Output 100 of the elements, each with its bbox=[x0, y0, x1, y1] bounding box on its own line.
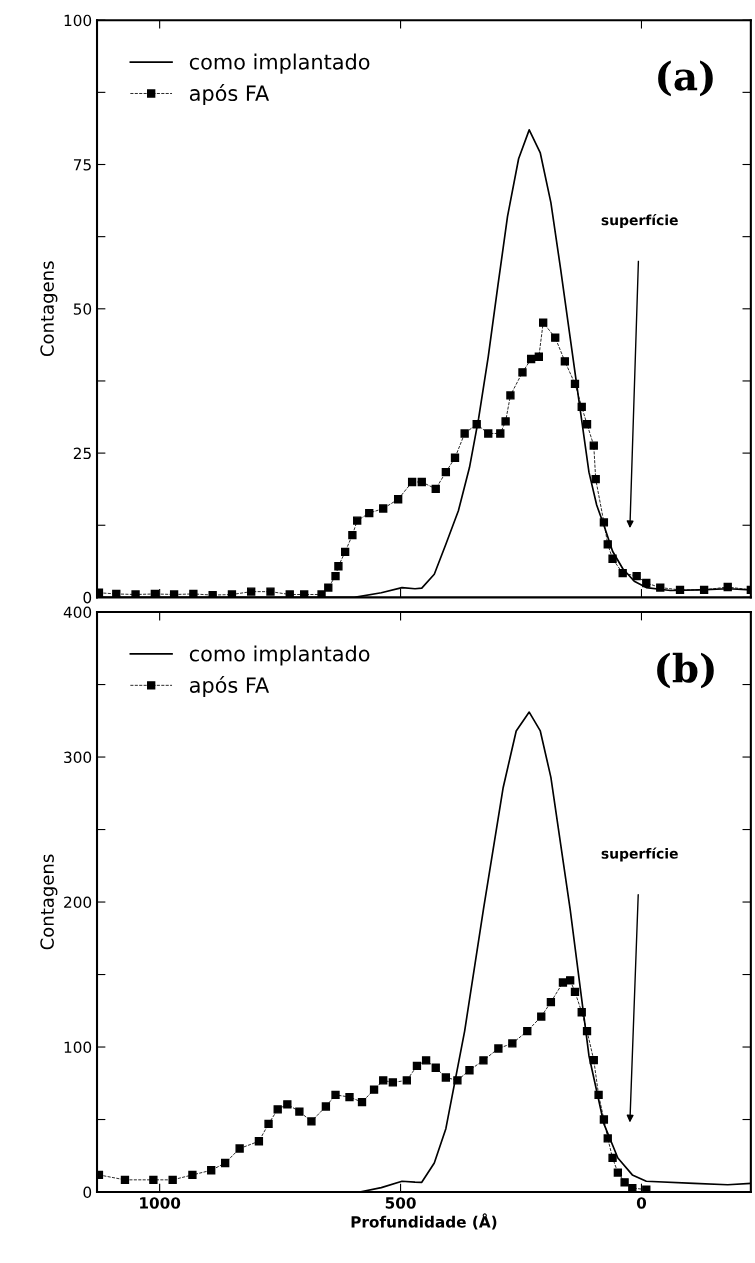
y-tick-label: 100 bbox=[64, 14, 92, 27]
point bbox=[254, 1137, 264, 1146]
point bbox=[594, 1090, 603, 1100]
point bbox=[613, 1168, 623, 1177]
y-tick-label: 300 bbox=[64, 751, 92, 764]
point bbox=[570, 379, 580, 389]
point bbox=[307, 1117, 316, 1126]
point bbox=[345, 1092, 354, 1102]
point bbox=[149, 1175, 158, 1185]
point bbox=[537, 1012, 546, 1021]
point bbox=[501, 417, 510, 426]
point bbox=[120, 1175, 130, 1185]
legend-label: após FA bbox=[189, 675, 270, 697]
point bbox=[431, 484, 440, 494]
y-tick-label: 75 bbox=[73, 159, 91, 171]
point bbox=[479, 1056, 488, 1065]
point bbox=[340, 547, 350, 556]
y-tick-label: 200 bbox=[64, 896, 92, 909]
point bbox=[632, 571, 641, 581]
point bbox=[453, 1076, 462, 1085]
point bbox=[558, 978, 568, 987]
point bbox=[484, 429, 493, 438]
point bbox=[221, 1158, 230, 1168]
point bbox=[450, 453, 460, 462]
y-axis-title: Contagens bbox=[40, 261, 58, 357]
point bbox=[407, 477, 417, 487]
y-tick-label: 0 bbox=[83, 591, 92, 604]
x-tick-label: 500 bbox=[385, 1197, 416, 1209]
point bbox=[168, 1175, 177, 1185]
point bbox=[589, 1055, 598, 1065]
point bbox=[546, 997, 556, 1007]
point bbox=[508, 1039, 517, 1048]
annotation: superfície bbox=[601, 214, 678, 228]
point bbox=[551, 333, 560, 342]
point bbox=[465, 1066, 474, 1075]
point bbox=[506, 391, 515, 400]
point bbox=[379, 504, 388, 513]
point bbox=[599, 518, 609, 527]
point bbox=[379, 1076, 388, 1085]
point bbox=[388, 1078, 398, 1087]
legend-label: como implantado bbox=[189, 645, 370, 666]
point bbox=[539, 318, 548, 327]
y-tick-label: 0 bbox=[83, 1186, 92, 1199]
point bbox=[369, 1085, 379, 1094]
point bbox=[518, 368, 527, 377]
point bbox=[723, 582, 732, 592]
point bbox=[582, 1026, 592, 1036]
point bbox=[334, 562, 343, 571]
legend-label: após FA bbox=[189, 84, 270, 106]
point bbox=[295, 1107, 304, 1116]
point bbox=[608, 1153, 617, 1163]
y-tick-label: 25 bbox=[73, 447, 91, 460]
point bbox=[603, 1134, 612, 1143]
point bbox=[441, 467, 451, 477]
y-tick-label: 400 bbox=[63, 606, 92, 619]
point bbox=[357, 1097, 367, 1107]
point bbox=[494, 1044, 503, 1053]
point bbox=[534, 352, 544, 361]
point bbox=[441, 1073, 451, 1082]
x-tick-label: 0 bbox=[636, 1197, 647, 1209]
point bbox=[188, 1170, 197, 1180]
point bbox=[526, 354, 536, 364]
point bbox=[235, 1144, 244, 1153]
point bbox=[565, 976, 575, 985]
point bbox=[599, 1115, 609, 1124]
point bbox=[331, 1090, 340, 1100]
point bbox=[402, 1076, 411, 1085]
point bbox=[460, 429, 469, 438]
point bbox=[421, 1056, 431, 1065]
point bbox=[393, 495, 403, 504]
x-axis-title: Profundidade (Å) bbox=[351, 1213, 497, 1230]
point bbox=[608, 554, 617, 563]
point bbox=[131, 590, 140, 598]
point bbox=[582, 420, 592, 429]
point bbox=[321, 1102, 331, 1111]
y-tick-label: 50 bbox=[73, 303, 92, 315]
point bbox=[642, 578, 651, 588]
legend-label: como implantado bbox=[189, 53, 370, 74]
point bbox=[618, 568, 627, 578]
point bbox=[266, 587, 275, 596]
point bbox=[675, 585, 685, 595]
point bbox=[348, 530, 357, 540]
x-tick-label: 1000 bbox=[140, 1197, 181, 1209]
point bbox=[620, 1178, 629, 1187]
point bbox=[603, 540, 612, 549]
point bbox=[207, 1166, 216, 1175]
point bbox=[264, 1119, 273, 1129]
point bbox=[247, 587, 256, 596]
point bbox=[331, 571, 340, 581]
point bbox=[365, 508, 374, 518]
annotation: superfície bbox=[601, 847, 678, 862]
annotation: (a) bbox=[658, 60, 713, 97]
point bbox=[353, 516, 362, 525]
point bbox=[273, 1105, 282, 1114]
point bbox=[412, 1061, 422, 1071]
point bbox=[577, 1008, 586, 1017]
point bbox=[699, 585, 709, 595]
point bbox=[591, 474, 600, 484]
annotation: (b) bbox=[657, 652, 714, 689]
point bbox=[417, 477, 426, 487]
